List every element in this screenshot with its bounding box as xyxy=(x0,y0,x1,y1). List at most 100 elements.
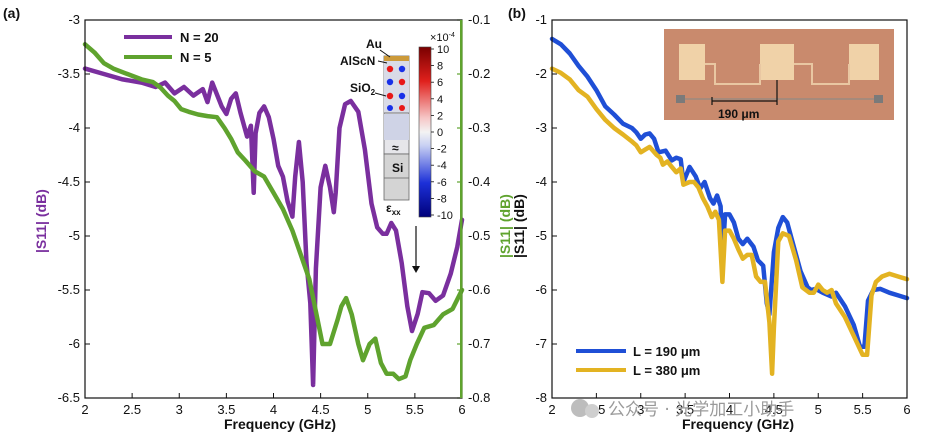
series-line-n5 xyxy=(82,42,465,382)
colorbar-tick-label: 6 xyxy=(437,77,443,89)
panel-a-xtick-label: 6 xyxy=(458,402,465,417)
inset-si-layer xyxy=(383,153,410,201)
micrograph-trace-right xyxy=(794,63,850,85)
panel-b-xtick-label: 3.5 xyxy=(676,402,694,417)
panel-b-ytick-label: -1 xyxy=(535,12,547,27)
strain-lobe xyxy=(398,65,406,73)
micrograph-port-left xyxy=(676,95,685,103)
panel-a-ytick-left-label: -5.5 xyxy=(58,282,80,297)
panel-a-xlabel: Frequency (GHz) xyxy=(224,416,336,432)
panel-b-xtick-label: 5 xyxy=(815,402,822,417)
series-line-l380 xyxy=(549,66,910,376)
panel-a-xtick-label: 4.5 xyxy=(312,402,330,417)
inset-sio2-label: SiO2 xyxy=(350,81,376,97)
panel-a-ytick-right-label: -0.5 xyxy=(468,228,490,243)
panel-b-xtick-label: 6 xyxy=(903,402,910,417)
panel-a-ytick-left-label: -4.5 xyxy=(58,174,80,189)
panel-a-xtick-label: 5.5 xyxy=(406,402,424,417)
colorbar-tick-label: -2 xyxy=(437,144,447,156)
inset-sio2-layer xyxy=(384,114,409,140)
inset-au-layer xyxy=(384,56,409,61)
watermark: 公众号 · 光学加工小助手 xyxy=(571,399,794,420)
strain-lobe xyxy=(387,105,393,111)
panel-a-inset: ≈ Au AlScN SiO2 Si εxx ×10-4 10 8 6 4 2 0 -2 -4… xyxy=(340,32,455,273)
inset-au-label: Au xyxy=(366,37,382,51)
strain-lobe xyxy=(386,65,394,73)
panel-a-ytick-left-label: -6.5 xyxy=(58,390,80,405)
panel-a-ytick-left-label: -3.5 xyxy=(58,66,80,81)
micrograph-pad-right xyxy=(849,44,879,80)
panel-a-ylabel-right: |S11| (dB) xyxy=(497,194,513,258)
colorbar-tick-label: -6 xyxy=(437,177,447,189)
panel-b-ytick-label: -3 xyxy=(535,120,547,135)
legend-label-n5: N = 5 xyxy=(180,50,211,65)
inset-colorbar xyxy=(418,46,432,218)
micrograph-pad-middle xyxy=(760,44,794,80)
panel-b-ytick-label: -6 xyxy=(535,282,547,297)
inset-colorbar-exponent: ×10-4 xyxy=(430,32,455,44)
colorbar-tick-label: -8 xyxy=(437,193,447,205)
panel-a-xtick-label: 3 xyxy=(176,402,183,417)
series-line-n20 xyxy=(82,66,465,388)
panel-b-xtick-label: 4 xyxy=(726,402,733,417)
micrograph-trace-left xyxy=(705,63,761,85)
legend-label-l190: L = 190 μm xyxy=(633,344,700,359)
panel-b-xtick-label: 4.5 xyxy=(765,402,783,417)
panel-a-xtick-label: 3.5 xyxy=(217,402,235,417)
strain-lobe xyxy=(398,78,406,86)
panel-a-ytick-right-label: -0.1 xyxy=(468,12,490,27)
panel-a-ytick-left-label: -4 xyxy=(68,120,80,135)
colorbar-tick-label: -4 xyxy=(437,160,447,172)
micrograph-port-right xyxy=(874,95,883,103)
panel-b-xtick-label: 2 xyxy=(548,402,555,417)
panel-a-ytick-left-label: -5 xyxy=(68,228,80,243)
panel-b-xtick-label: 3 xyxy=(637,402,644,417)
panel-a-xtick-label: 5 xyxy=(364,402,371,417)
panel-b-xtick-label: 5.5 xyxy=(854,402,872,417)
panel-b-chart: 22.533.544.555.56-1-2-3-4-5-6-7-8 Freque… xyxy=(511,12,911,432)
colorbar-tick-label: 4 xyxy=(437,94,443,106)
micrograph-pad-left xyxy=(679,44,705,80)
panel-b-ytick-label: -4 xyxy=(535,174,547,189)
panel-b-ylabel: |S11| (dB) xyxy=(511,194,527,258)
inset-alscn-pointer xyxy=(377,60,388,64)
panel-a-right-axis xyxy=(460,20,463,398)
inset-alscn-label: AlScN xyxy=(340,54,375,68)
panel-a-xtick-label: 4 xyxy=(270,402,277,417)
panel-b-frame xyxy=(551,19,908,399)
legend-label-l380: L = 380 μm xyxy=(633,363,700,378)
panel-b-ytick-label: -2 xyxy=(535,66,547,81)
panel-b-legend: L = 190 μm L = 380 μm xyxy=(576,344,700,378)
inset-si-label: Si xyxy=(392,161,403,175)
colorbar-tick-label: -10 xyxy=(437,210,453,222)
panel-a-ytick-left-label: -6 xyxy=(68,336,80,351)
panel-a-ytick-right-label: -0.2 xyxy=(468,66,490,81)
colorbar-tick-label: 10 xyxy=(437,44,449,56)
strain-lobe xyxy=(386,92,394,100)
panel-a-label: (a) xyxy=(3,5,20,21)
panel-a-ytick-right-label: -0.4 xyxy=(468,174,490,189)
panel-b-label: (b) xyxy=(508,5,526,21)
inset-au-pointer xyxy=(379,49,391,58)
panel-a-ytick-right-label: -0.8 xyxy=(468,390,490,405)
panel-b-ytick-label: -8 xyxy=(535,390,547,405)
panel-a-ytick-left-label: -3 xyxy=(68,12,80,27)
inset-eps-label: εxx xyxy=(386,201,401,217)
wechat-icon xyxy=(571,399,589,417)
panel-b-micrograph: 190 μm xyxy=(662,27,896,122)
panel-b-xlabel: Frequency (GHz) xyxy=(682,416,794,432)
panel-a-xtick-label: 2.5 xyxy=(123,402,141,417)
strain-lobe xyxy=(386,78,394,86)
colorbar-tick-label: 8 xyxy=(437,61,443,73)
colorbar-tick-label: 2 xyxy=(437,110,443,122)
colorbar-tick-label: 0 xyxy=(437,127,443,139)
strain-lobe xyxy=(399,105,405,111)
scale-bar-label: 190 μm xyxy=(718,107,759,121)
inset-sio2-pointer xyxy=(374,92,387,97)
panel-a-ytick-right-label: -0.7 xyxy=(468,336,490,351)
panel-a-ylabel-left: |S11| (dB) xyxy=(33,189,49,253)
watermark-text: 公众号 · 光学加工小助手 xyxy=(608,400,794,420)
panel-b-ytick-label: -7 xyxy=(535,336,547,351)
strain-lobe xyxy=(398,92,406,100)
